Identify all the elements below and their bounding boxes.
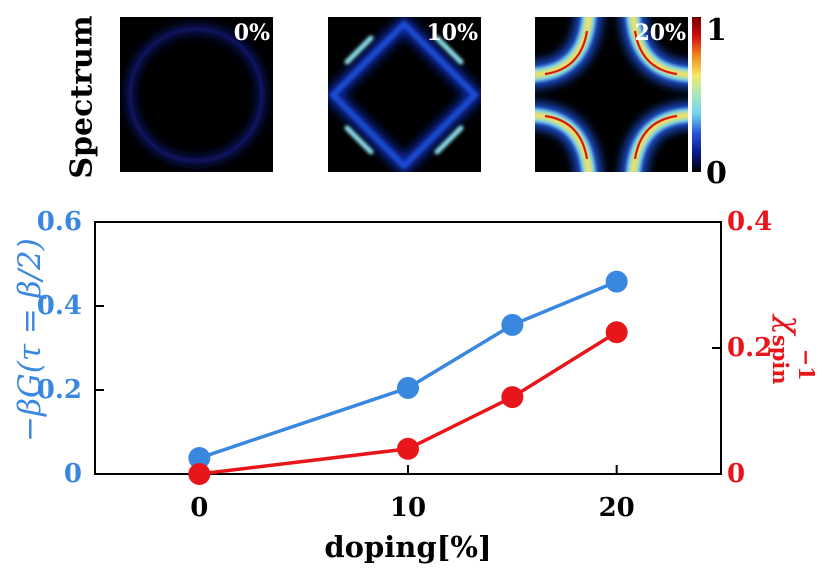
data-point-right <box>605 321 628 344</box>
spectrum-title: Spectrum <box>65 15 100 178</box>
y-axis-left-label: −βG(τ = β/2) <box>12 238 48 442</box>
x-tick-label: 20 <box>599 493 635 523</box>
data-point-left <box>397 376 419 399</box>
y-right-tick-label: 0 <box>727 459 745 489</box>
y-left-tick-label: 0.6 <box>37 207 82 237</box>
x-tick-label: 0 <box>190 493 208 523</box>
data-point-right <box>501 386 524 409</box>
spectrum-panel-0 <box>120 17 273 172</box>
colorbar-max-label: 1 <box>706 13 727 48</box>
y-left-tick-label: 0.4 <box>37 291 82 321</box>
plot-frame <box>94 221 722 475</box>
data-point-right <box>397 437 419 460</box>
series-line-right <box>199 330 618 476</box>
x-tick-label: 10 <box>390 493 426 523</box>
y-axis-left: 0 0.2 0.4 0.6 <box>37 207 104 489</box>
y-right-tick-label: 0.2 <box>727 333 772 363</box>
y-axis-right: 0 0.2 0.4 <box>712 207 772 489</box>
colorbar <box>692 17 701 172</box>
series-line-left <box>198 280 618 460</box>
spectrum-panel-20 <box>535 17 688 172</box>
x-axis-label: doping[%] <box>324 530 491 564</box>
y-right-tick-label: 0.4 <box>727 207 772 237</box>
data-point-left <box>188 447 211 470</box>
data-point-left <box>605 270 628 293</box>
y-left-tick-label: 0 <box>64 459 82 489</box>
spectrum-panel-10 <box>328 17 481 172</box>
data-point-left <box>501 313 524 336</box>
y-axis-right-label: χspin−1 <box>769 313 820 384</box>
x-axis: 0 10 20 <box>190 465 635 523</box>
colorbar-min-label: 0 <box>706 156 727 191</box>
y-axis-right-label-sup: −1 <box>795 349 820 381</box>
spectrum-panel-label-0: 0% <box>234 20 270 46</box>
y-axis-right-label-chi: χ <box>771 313 809 336</box>
series-layer <box>188 270 628 485</box>
y-axis-right-label-sub: spin <box>769 335 794 385</box>
data-point-right <box>188 463 211 485</box>
spectrum-panel-label-10: 10% <box>426 20 478 46</box>
svg-text:χspin−1: χspin−1 <box>769 313 820 384</box>
spectrum-panel-label-20: 20% <box>634 20 686 46</box>
y-left-tick-label: 0.2 <box>37 375 82 405</box>
